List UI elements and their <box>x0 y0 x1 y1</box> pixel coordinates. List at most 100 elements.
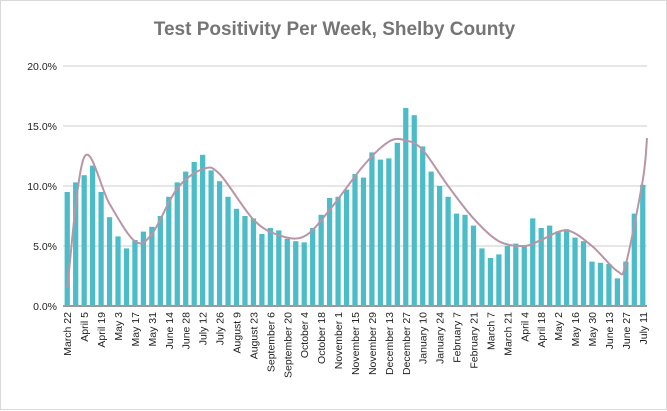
bar <box>106 217 113 306</box>
bar <box>149 226 155 306</box>
y-tick-label: 15.0% <box>27 121 57 133</box>
bar <box>318 214 324 306</box>
bar <box>200 154 206 306</box>
x-tick-label: May 3 <box>113 312 125 341</box>
bar <box>631 213 637 306</box>
bar <box>597 262 604 306</box>
bar <box>216 181 223 306</box>
bar <box>538 228 544 306</box>
bar <box>589 261 595 306</box>
bars <box>64 108 646 306</box>
bar <box>394 142 400 306</box>
bar <box>530 218 536 306</box>
bar <box>208 170 214 306</box>
bar <box>73 182 79 306</box>
bar <box>470 225 477 306</box>
bar <box>284 238 290 306</box>
x-tick-label: April 18 <box>536 312 548 348</box>
x-tick-label: June 28 <box>181 312 193 350</box>
bar <box>487 258 494 306</box>
x-tick-label: August 9 <box>232 312 244 354</box>
x-tick-label: June 14 <box>164 312 176 350</box>
x-tick-label: September 6 <box>265 312 277 372</box>
y-tick-label: 5.0% <box>33 241 57 253</box>
x-tick-label: June 13 <box>604 312 616 350</box>
bar <box>343 189 350 306</box>
bar <box>335 196 341 306</box>
x-tick-label: February 7 <box>452 312 464 363</box>
bar <box>183 171 189 306</box>
x-tick-label: July 12 <box>198 312 210 345</box>
bar <box>140 231 147 306</box>
bar <box>123 248 130 306</box>
y-tick-label: 10.0% <box>27 181 57 193</box>
bar <box>614 278 621 306</box>
x-tick-label: December 13 <box>384 312 396 375</box>
bar <box>293 241 299 306</box>
bar <box>563 229 570 306</box>
trend-line-path <box>66 137 648 289</box>
bar <box>166 196 172 306</box>
x-tick-label: April 4 <box>519 312 531 342</box>
x-tick-label: March 22 <box>62 312 74 356</box>
bar <box>445 196 451 306</box>
bar <box>242 216 248 306</box>
x-tick-label: July 26 <box>215 312 227 345</box>
bar <box>250 218 257 306</box>
bar <box>479 248 485 306</box>
bar <box>572 237 578 306</box>
bar <box>496 254 502 306</box>
bar <box>301 242 307 306</box>
x-tick-label: June 27 <box>621 312 633 350</box>
x-tick-label: May 17 <box>130 312 142 347</box>
bar <box>326 198 333 306</box>
x-tick-label: May 2 <box>553 312 565 341</box>
bar <box>453 213 460 306</box>
x-tick-label: November 29 <box>367 312 379 375</box>
bar <box>386 158 392 306</box>
bar <box>64 192 70 306</box>
x-tick-label: April 5 <box>79 312 91 342</box>
x-tick-label: November 15 <box>350 312 362 375</box>
bar <box>276 230 282 306</box>
bar <box>115 236 121 306</box>
x-tick-label: January 10 <box>418 312 430 364</box>
bar <box>504 246 510 306</box>
y-tick-label: 20.0% <box>27 61 57 73</box>
bar <box>174 182 180 306</box>
bar <box>369 152 375 306</box>
x-tick-label: April 19 <box>96 312 108 348</box>
x-tick-label: March 7 <box>485 312 497 350</box>
bar <box>259 234 265 306</box>
bar <box>606 264 612 306</box>
trend-line <box>66 137 648 289</box>
x-tick-label: May 16 <box>570 312 582 347</box>
bar <box>89 165 96 306</box>
x-axis-ticks: March 22 April 5 April 19 May 3 May 17 May 31… <box>62 312 650 378</box>
x-tick-label: November 1 <box>333 312 345 369</box>
y-tick-label: 0.0% <box>33 301 57 313</box>
bar <box>352 174 358 306</box>
x-tick-label: May 31 <box>147 312 159 347</box>
bar <box>513 243 519 306</box>
bar <box>555 231 561 306</box>
x-tick-label: December 27 <box>401 312 413 375</box>
bar <box>132 240 138 306</box>
bar <box>225 196 231 306</box>
bar <box>411 115 417 306</box>
bar <box>580 241 587 306</box>
bar <box>623 261 629 306</box>
bar <box>267 228 273 306</box>
x-tick-label: February 21 <box>468 312 480 369</box>
bar <box>233 208 240 306</box>
x-tick-label: March 21 <box>502 312 514 356</box>
bar <box>428 171 434 306</box>
bar <box>157 216 163 306</box>
bar <box>437 186 443 306</box>
bar <box>462 214 468 306</box>
x-tick-label: January 24 <box>435 312 447 364</box>
x-tick-label: July 11 <box>638 312 650 345</box>
bar <box>547 225 553 306</box>
